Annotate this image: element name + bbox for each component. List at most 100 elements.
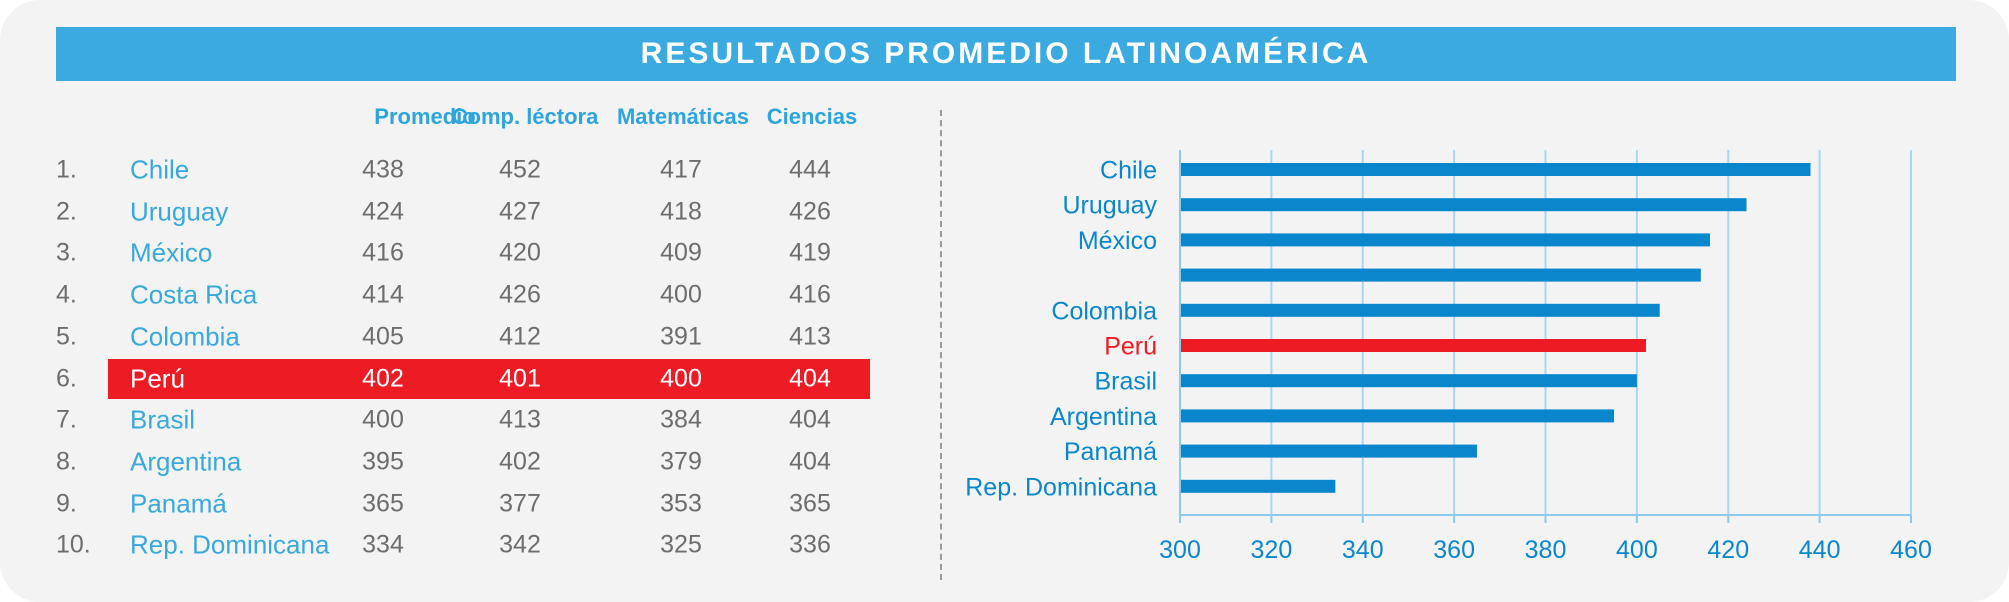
header-comp-lectora: Comp. léctora bbox=[451, 104, 599, 129]
category-label: México bbox=[1078, 227, 1157, 255]
table-row: 4. Costa Rica 414 426 400 416 bbox=[0, 275, 900, 315]
lectora-cell: 401 bbox=[499, 364, 541, 392]
country-cell: Rep. Dominicana bbox=[130, 529, 330, 560]
country-cell: Uruguay bbox=[130, 196, 229, 227]
x-tick-label: 460 bbox=[1890, 536, 1932, 564]
lectora-cell: 377 bbox=[499, 489, 541, 518]
country-cell: Argentina bbox=[130, 446, 242, 477]
country-cell: Perú bbox=[130, 363, 185, 393]
lectora-cell: 412 bbox=[499, 322, 541, 351]
category-label: Perú bbox=[1104, 333, 1157, 361]
title-banner: RESULTADOS PROMEDIO LATINOAMÉRICA bbox=[56, 27, 1956, 81]
matematicas-cell: 400 bbox=[660, 280, 702, 309]
lectora-cell: 427 bbox=[499, 197, 541, 226]
header-matematicas: Matemáticas bbox=[616, 104, 750, 129]
ciencias-cell: 365 bbox=[789, 489, 831, 518]
bar bbox=[1180, 163, 1811, 176]
country-cell: Costa Rica bbox=[130, 279, 258, 310]
ciencias-cell: 404 bbox=[789, 405, 831, 434]
table-row: 3. México 416 420 409 419 bbox=[0, 233, 900, 273]
bar bbox=[1180, 339, 1647, 352]
promedio-cell: 405 bbox=[362, 322, 404, 351]
ciencias-cell: 426 bbox=[789, 197, 831, 226]
category-label: Colombia bbox=[1051, 297, 1157, 325]
promedio-cell: 395 bbox=[362, 447, 404, 476]
ciencias-cell: 336 bbox=[789, 530, 831, 559]
category-label: Argentina bbox=[1050, 403, 1157, 431]
table-row: 7. Brasil 400 413 384 404 bbox=[0, 400, 900, 440]
ciencias-cell: 413 bbox=[789, 322, 831, 351]
rank-cell: 3. bbox=[56, 238, 77, 267]
promedio-cell: 334 bbox=[362, 530, 404, 559]
promedio-cell: 414 bbox=[362, 280, 404, 309]
rank-cell: 6. bbox=[56, 364, 77, 392]
ciencias-cell: 404 bbox=[789, 364, 831, 392]
matematicas-cell: 379 bbox=[660, 447, 702, 476]
x-tick-label: 360 bbox=[1433, 536, 1475, 564]
promedio-cell: 400 bbox=[362, 405, 404, 434]
lectora-cell: 426 bbox=[499, 280, 541, 309]
rank-cell: 2. bbox=[56, 197, 77, 226]
x-tick-label: 440 bbox=[1799, 536, 1841, 564]
table-row: 8. Argentina 395 402 379 404 bbox=[0, 442, 900, 482]
table-row: 10. Rep. Dominicana 334 342 325 336 bbox=[0, 525, 900, 565]
promedio-cell: 402 bbox=[362, 364, 404, 392]
matematicas-cell: 418 bbox=[660, 197, 702, 226]
table-row: 9. Panamá 365 377 353 365 bbox=[0, 484, 900, 524]
page-title: RESULTADOS PROMEDIO LATINOAMÉRICA bbox=[640, 37, 1372, 70]
ciencias-cell: 404 bbox=[789, 447, 831, 476]
country-cell: Panamá bbox=[130, 488, 227, 519]
category-label: Brasil bbox=[1094, 368, 1157, 396]
table-row: 5. Colombia 405 412 391 413 bbox=[0, 317, 900, 357]
section-divider bbox=[940, 110, 942, 580]
rank-cell: 9. bbox=[56, 489, 77, 518]
rank-cell: 7. bbox=[56, 405, 77, 434]
rank-cell: 1. bbox=[56, 155, 77, 184]
ciencias-cell: 419 bbox=[789, 238, 831, 267]
bar bbox=[1180, 268, 1701, 282]
matematicas-cell: 391 bbox=[660, 322, 702, 351]
bar bbox=[1180, 479, 1336, 493]
ciencias-cell: 444 bbox=[789, 155, 831, 184]
bar bbox=[1180, 233, 1710, 247]
header-promedio: Promedio bbox=[374, 104, 476, 129]
country-cell: México bbox=[130, 237, 213, 268]
country-cell: Chile bbox=[130, 154, 190, 185]
bar bbox=[1180, 409, 1615, 423]
rank-cell: 5. bbox=[56, 322, 77, 351]
promedio-cell: 416 bbox=[362, 238, 404, 267]
lectora-cell: 342 bbox=[499, 530, 541, 559]
table-row: 1. Chile 438 452 417 444 bbox=[0, 150, 900, 190]
matematicas-cell: 400 bbox=[660, 364, 702, 392]
matematicas-cell: 384 bbox=[660, 405, 702, 434]
rank-cell: 8. bbox=[56, 447, 77, 476]
x-tick-label: 420 bbox=[1707, 536, 1749, 564]
rank-cell: 10. bbox=[56, 530, 91, 559]
promedio-cell: 424 bbox=[362, 197, 404, 226]
bar bbox=[1180, 374, 1637, 388]
category-label: Uruguay bbox=[1063, 192, 1158, 220]
matematicas-cell: 353 bbox=[660, 489, 702, 518]
matematicas-cell: 325 bbox=[660, 530, 702, 559]
rank-cell: 4. bbox=[56, 280, 77, 309]
promedio-cell: 365 bbox=[362, 489, 404, 518]
category-label: Chile bbox=[1100, 157, 1157, 185]
x-tick-label: 300 bbox=[1159, 536, 1201, 564]
table-row: 6. Perú 402 401 400 404 bbox=[0, 358, 900, 399]
matematicas-cell: 409 bbox=[660, 238, 702, 267]
table-row: 2. Uruguay 424 427 418 426 bbox=[0, 192, 900, 232]
bar bbox=[1180, 303, 1660, 317]
lectora-cell: 420 bbox=[499, 238, 541, 267]
x-tick-label: 340 bbox=[1342, 536, 1384, 564]
country-cell: Brasil bbox=[130, 404, 196, 435]
x-tick-label: 320 bbox=[1251, 536, 1293, 564]
lectora-cell: 452 bbox=[499, 155, 541, 184]
lectora-cell: 413 bbox=[499, 405, 541, 434]
lectora-cell: 402 bbox=[499, 447, 541, 476]
bar bbox=[1180, 198, 1747, 212]
bar bbox=[1180, 444, 1477, 458]
header-ciencias: Ciencias bbox=[766, 104, 858, 129]
x-tick-label: 380 bbox=[1525, 536, 1567, 564]
